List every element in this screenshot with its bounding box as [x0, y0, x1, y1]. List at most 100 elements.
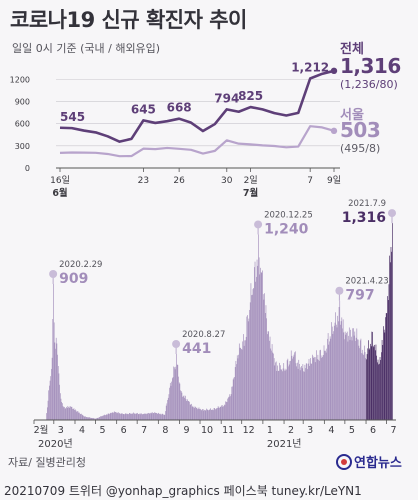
daily-bar [241, 348, 242, 420]
daily-bar [87, 417, 88, 420]
y-tick-label: 600 [15, 120, 30, 129]
daily-bar [116, 413, 118, 420]
daily-bar [353, 335, 355, 420]
annotation-value: 909 [59, 271, 88, 287]
x-tick-label: 3 [58, 425, 64, 436]
annotation-value: 1,240 [264, 221, 309, 237]
daily-bar [109, 413, 111, 420]
daily-bar [225, 401, 227, 420]
daily-bar [131, 413, 133, 420]
daily-bar [202, 409, 203, 420]
daily-bar [115, 412, 116, 420]
daily-bar [302, 364, 304, 420]
daily-bar [182, 396, 183, 420]
daily-bar [244, 340, 246, 420]
daily-bar [101, 416, 103, 420]
daily-bar [145, 413, 147, 420]
daily-bar [106, 414, 108, 420]
daily-bar [172, 378, 173, 420]
daily-bar [159, 413, 160, 420]
daily-bar [96, 417, 98, 420]
daily-bar [347, 341, 349, 420]
daily-bar [148, 413, 150, 420]
daily-bar [258, 234, 259, 420]
daily-bar [372, 331, 373, 420]
credit-line: 20210709 트위터 @yonhap_graphics 페이스북 tuney… [4, 484, 362, 498]
daily-bar [115, 412, 117, 420]
source-note: 자료/ 질병관리청 [8, 456, 87, 469]
daily-bar [107, 413, 109, 420]
daily-bar [107, 414, 108, 420]
daily-bar [348, 335, 349, 420]
daily-bar [330, 338, 332, 420]
x-tick-label: 7 [307, 176, 313, 186]
daily-bar [236, 364, 237, 420]
daily-bar [288, 364, 290, 420]
daily-bar [159, 413, 161, 420]
daily-bar [151, 413, 153, 420]
x-tick-label: 7 [391, 425, 397, 436]
daily-bar [137, 414, 139, 420]
daily-bar [112, 412, 114, 420]
daily-bar [338, 321, 339, 420]
daily-bar [66, 408, 68, 420]
y-tick-label: 300 [15, 142, 30, 151]
daily-bar [123, 414, 125, 420]
daily-bar [385, 313, 387, 420]
daily-bar [119, 412, 121, 420]
daily-bar [136, 413, 138, 420]
daily-bar [306, 363, 308, 420]
daily-bar [281, 369, 283, 420]
daily-bar [276, 370, 278, 420]
y-tick-label: 0 [25, 164, 30, 173]
daily-bar [46, 407, 48, 420]
daily-bar [90, 417, 91, 420]
daily-bar [259, 274, 261, 420]
daily-bar [74, 409, 76, 420]
daily-bar [57, 366, 59, 420]
daily-bar [376, 355, 377, 420]
daily-bar [51, 368, 52, 420]
annotation-date: 2020.12.25 [264, 210, 313, 220]
daily-bar [305, 363, 307, 420]
daily-bar [205, 410, 207, 420]
data-label: 545 [60, 110, 85, 124]
daily-bar [316, 359, 318, 420]
x-tick-label: 8 [162, 425, 168, 436]
daily-bar [58, 373, 60, 420]
daily-bar [150, 413, 151, 420]
daily-bar [167, 397, 169, 420]
daily-bar [193, 408, 195, 420]
daily-bar [323, 345, 325, 420]
daily-bar [61, 401, 63, 420]
daily-bar [50, 376, 52, 420]
daily-bar [310, 363, 312, 420]
daily-bar [108, 413, 110, 420]
daily-bar [262, 294, 264, 420]
daily-bar [75, 410, 77, 420]
daily-bar [352, 328, 354, 420]
x-tick-label: 10 [201, 425, 213, 436]
daily-bar [224, 405, 226, 420]
daily-bar [48, 390, 50, 420]
daily-bar [104, 414, 106, 420]
daily-bar [392, 223, 393, 420]
daily-bar [111, 412, 113, 420]
daily-bar [377, 359, 379, 420]
daily-bar [138, 414, 140, 420]
daily-bar [321, 355, 323, 420]
data-label: 645 [131, 102, 156, 116]
year-label: 2021년 [267, 438, 302, 450]
daily-bar [238, 354, 239, 420]
daily-bar [148, 412, 149, 420]
daily-bar [84, 416, 86, 420]
daily-bar [160, 414, 162, 420]
month-label: 6월 [52, 187, 67, 199]
x-tick-label: 9 [183, 425, 189, 436]
daily-bar [335, 312, 336, 420]
daily-bar [282, 368, 284, 420]
daily-bar [390, 247, 392, 420]
daily-bar [79, 413, 81, 420]
